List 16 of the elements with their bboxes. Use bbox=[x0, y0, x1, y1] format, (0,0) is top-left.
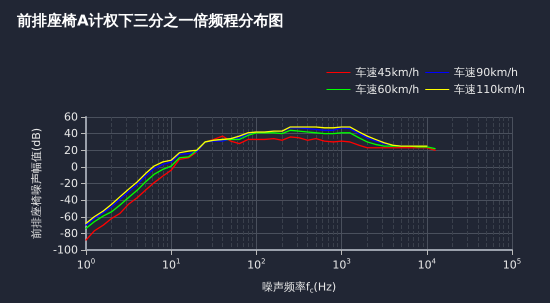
y-axis-title: 前排座椅噪声幅值(dB) bbox=[30, 128, 44, 240]
legend-label: 车速45km/h bbox=[355, 66, 420, 79]
y-tick-label: -40 bbox=[60, 194, 78, 207]
line-series bbox=[85, 135, 436, 241]
y-tick-label: -100 bbox=[53, 244, 78, 256]
y-tick-label: 0 bbox=[71, 160, 78, 174]
y-tick-label: -20 bbox=[60, 177, 78, 190]
legend-label: 车速110km/h bbox=[454, 83, 526, 96]
legend-label: 车速60km/h bbox=[355, 83, 420, 96]
chart-title: 前排座椅A计权下三分之一倍频程分布图 bbox=[16, 12, 284, 30]
y-tick-label: 40 bbox=[64, 127, 78, 140]
y-tick-label: 60 bbox=[64, 110, 78, 124]
y-tick-label: -60 bbox=[60, 210, 78, 224]
legend-label: 车速90km/h bbox=[454, 66, 518, 79]
y-tick-label: -80 bbox=[60, 226, 78, 240]
y-tick-label: 20 bbox=[64, 144, 78, 157]
